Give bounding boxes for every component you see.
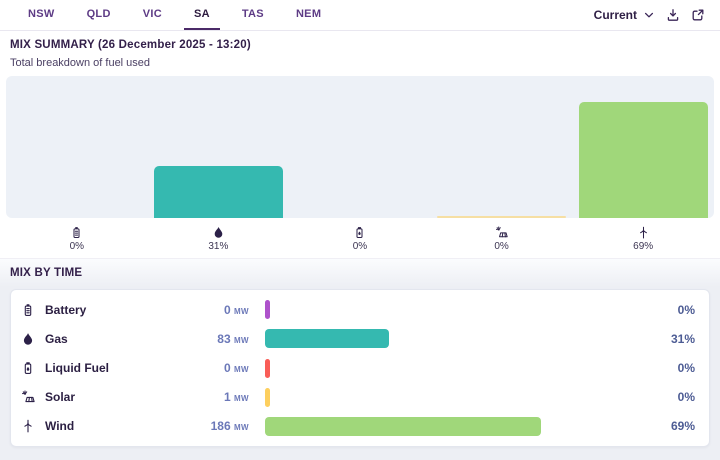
mix-by-time-header: MIX BY TIME (0, 258, 720, 287)
mix-summary-legend: 0% 31% 0% 0% 69% (0, 218, 720, 258)
fuel-can-icon (21, 361, 45, 375)
mix-row-liquid-fuel: Liquid Fuel 0 MW 0% (21, 353, 695, 382)
flame-icon (214, 227, 223, 238)
flame-icon (23, 332, 33, 345)
fuel-bar-liquid-fuel (265, 358, 270, 378)
fuel-label: Gas (45, 331, 68, 346)
wind-turbine-icon (637, 226, 650, 239)
flame-icon (212, 226, 225, 239)
download-button[interactable] (665, 7, 681, 23)
expand-icon (692, 9, 704, 21)
fuel-can-icon (353, 226, 366, 239)
legend-percent: 0% (69, 241, 85, 252)
legend-slot-liquid-fuel: 0% (289, 226, 431, 252)
legend-slot-solar: 0% (431, 226, 573, 252)
solar-panel-icon (22, 390, 35, 403)
battery-icon (24, 303, 32, 316)
battery-icon (73, 227, 80, 239)
mix-row-solar: Solar 1 MW 0% (21, 383, 695, 412)
fuel-percent: 0% (677, 361, 695, 375)
mix-row-gas: Gas 83 MW 31% (21, 324, 695, 353)
fuel-percent: 69% (670, 419, 695, 434)
legend-slot-wind: 69% (572, 226, 714, 252)
chart-bar-solar (437, 216, 566, 218)
mix-by-time-card: Battery 0 MW 0% Gas 83 MW 31% Liquid Fuel 0 MW 0… (10, 289, 710, 447)
chart-bar-wind (578, 102, 708, 218)
mix-summary-head: MIX SUMMARY (26 December 2025 - 13:20) T… (0, 31, 720, 69)
chart-slot-battery (6, 76, 148, 218)
mix-summary-title: MIX SUMMARY (26 December 2025 - 13:20) (10, 39, 251, 51)
chart-slot-solar (431, 76, 573, 218)
fuel-percent: 31% (670, 331, 695, 346)
mix-summary-subtitle: Total breakdown of fuel used (10, 57, 151, 69)
fuel-label: Liquid Fuel (45, 361, 109, 375)
fuel-mw-value: 0 MW (223, 302, 249, 317)
fuel-can-icon (24, 362, 32, 374)
fuel-bar-track (265, 416, 665, 436)
legend-percent: 0% (352, 241, 368, 252)
fuel-percent: 0% (677, 390, 695, 405)
mix-by-time-title: MIX BY TIME (10, 267, 83, 279)
legend-percent: 69% (633, 241, 654, 252)
fuel-percent: 0% (677, 302, 695, 317)
chart-slot-liquid-fuel (289, 76, 431, 218)
mix-by-time-section: MIX BY TIME Battery 0 MW 0% Gas 83 MW 31% Liqu… (0, 258, 720, 460)
legend-percent: 31% (208, 241, 229, 252)
fuel-bar-track (265, 300, 665, 320)
solar-panel-icon (496, 226, 508, 238)
fuel-can-icon (356, 227, 364, 239)
fuel-bar-track (265, 387, 665, 407)
wind-turbine-icon (639, 226, 647, 239)
fuel-mw-value: 1 MW (223, 390, 249, 405)
tab-vic[interactable]: VIC (133, 0, 172, 30)
mix-row-battery: Battery 0 MW 0% (21, 295, 695, 324)
fuel-mw-value: 83 MW (217, 331, 249, 346)
chart-slot-wind (572, 76, 714, 218)
legend-percent: 0% (494, 241, 509, 252)
region-tabs: NSW QLD VIC SA TAS NEM (18, 0, 331, 30)
period-selector-label: Current (593, 8, 637, 22)
tab-nsw[interactable]: NSW (18, 0, 65, 30)
tab-sa[interactable]: SA (183, 0, 220, 30)
fuel-mw-value: 186 MW (210, 419, 249, 434)
flame-icon (21, 332, 45, 346)
fuel-label: Battery (45, 302, 87, 317)
fuel-bar-track (265, 358, 665, 378)
legend-slot-battery: 0% (6, 226, 148, 252)
fuel-label: Solar (45, 390, 76, 405)
legend-slot-gas: 31% (148, 226, 290, 252)
tab-tas[interactable]: TAS (232, 0, 274, 30)
fuel-bar-solar (265, 387, 270, 407)
tab-nem[interactable]: NEM (286, 0, 331, 30)
chevron-down-icon (644, 12, 654, 18)
region-tab-bar: NSW QLD VIC SA TAS NEM Current (0, 0, 720, 31)
chart-bar-gas (153, 166, 283, 218)
download-icon (667, 9, 679, 21)
fuel-label: Wind (45, 419, 75, 434)
battery-icon (21, 303, 45, 317)
fuel-bar-wind (265, 416, 541, 436)
mix-by-time-body: Battery 0 MW 0% Gas 83 MW 31% Liquid Fuel 0 MW 0… (0, 287, 720, 460)
fuel-bar-gas (265, 329, 389, 349)
chart-slot-gas (148, 76, 290, 218)
toolbar-controls: Current (594, 7, 706, 23)
mix-row-wind: Wind 186 MW 69% (21, 412, 695, 441)
fuel-mw-value: 0 MW (223, 361, 249, 375)
period-selector[interactable]: Current (594, 8, 656, 22)
fuel-bar-battery (265, 300, 270, 320)
fuel-bar-track (265, 329, 665, 349)
mix-summary-chart (6, 76, 714, 218)
tab-qld[interactable]: QLD (77, 0, 121, 30)
mix-summary-section: MIX SUMMARY (26 December 2025 - 13:20) T… (0, 31, 720, 258)
solar-panel-icon (495, 226, 508, 239)
wind-turbine-icon (24, 420, 32, 433)
wind-turbine-icon (21, 419, 45, 433)
solar-panel-icon (21, 390, 45, 404)
battery-icon (70, 226, 83, 239)
expand-button[interactable] (690, 7, 706, 23)
